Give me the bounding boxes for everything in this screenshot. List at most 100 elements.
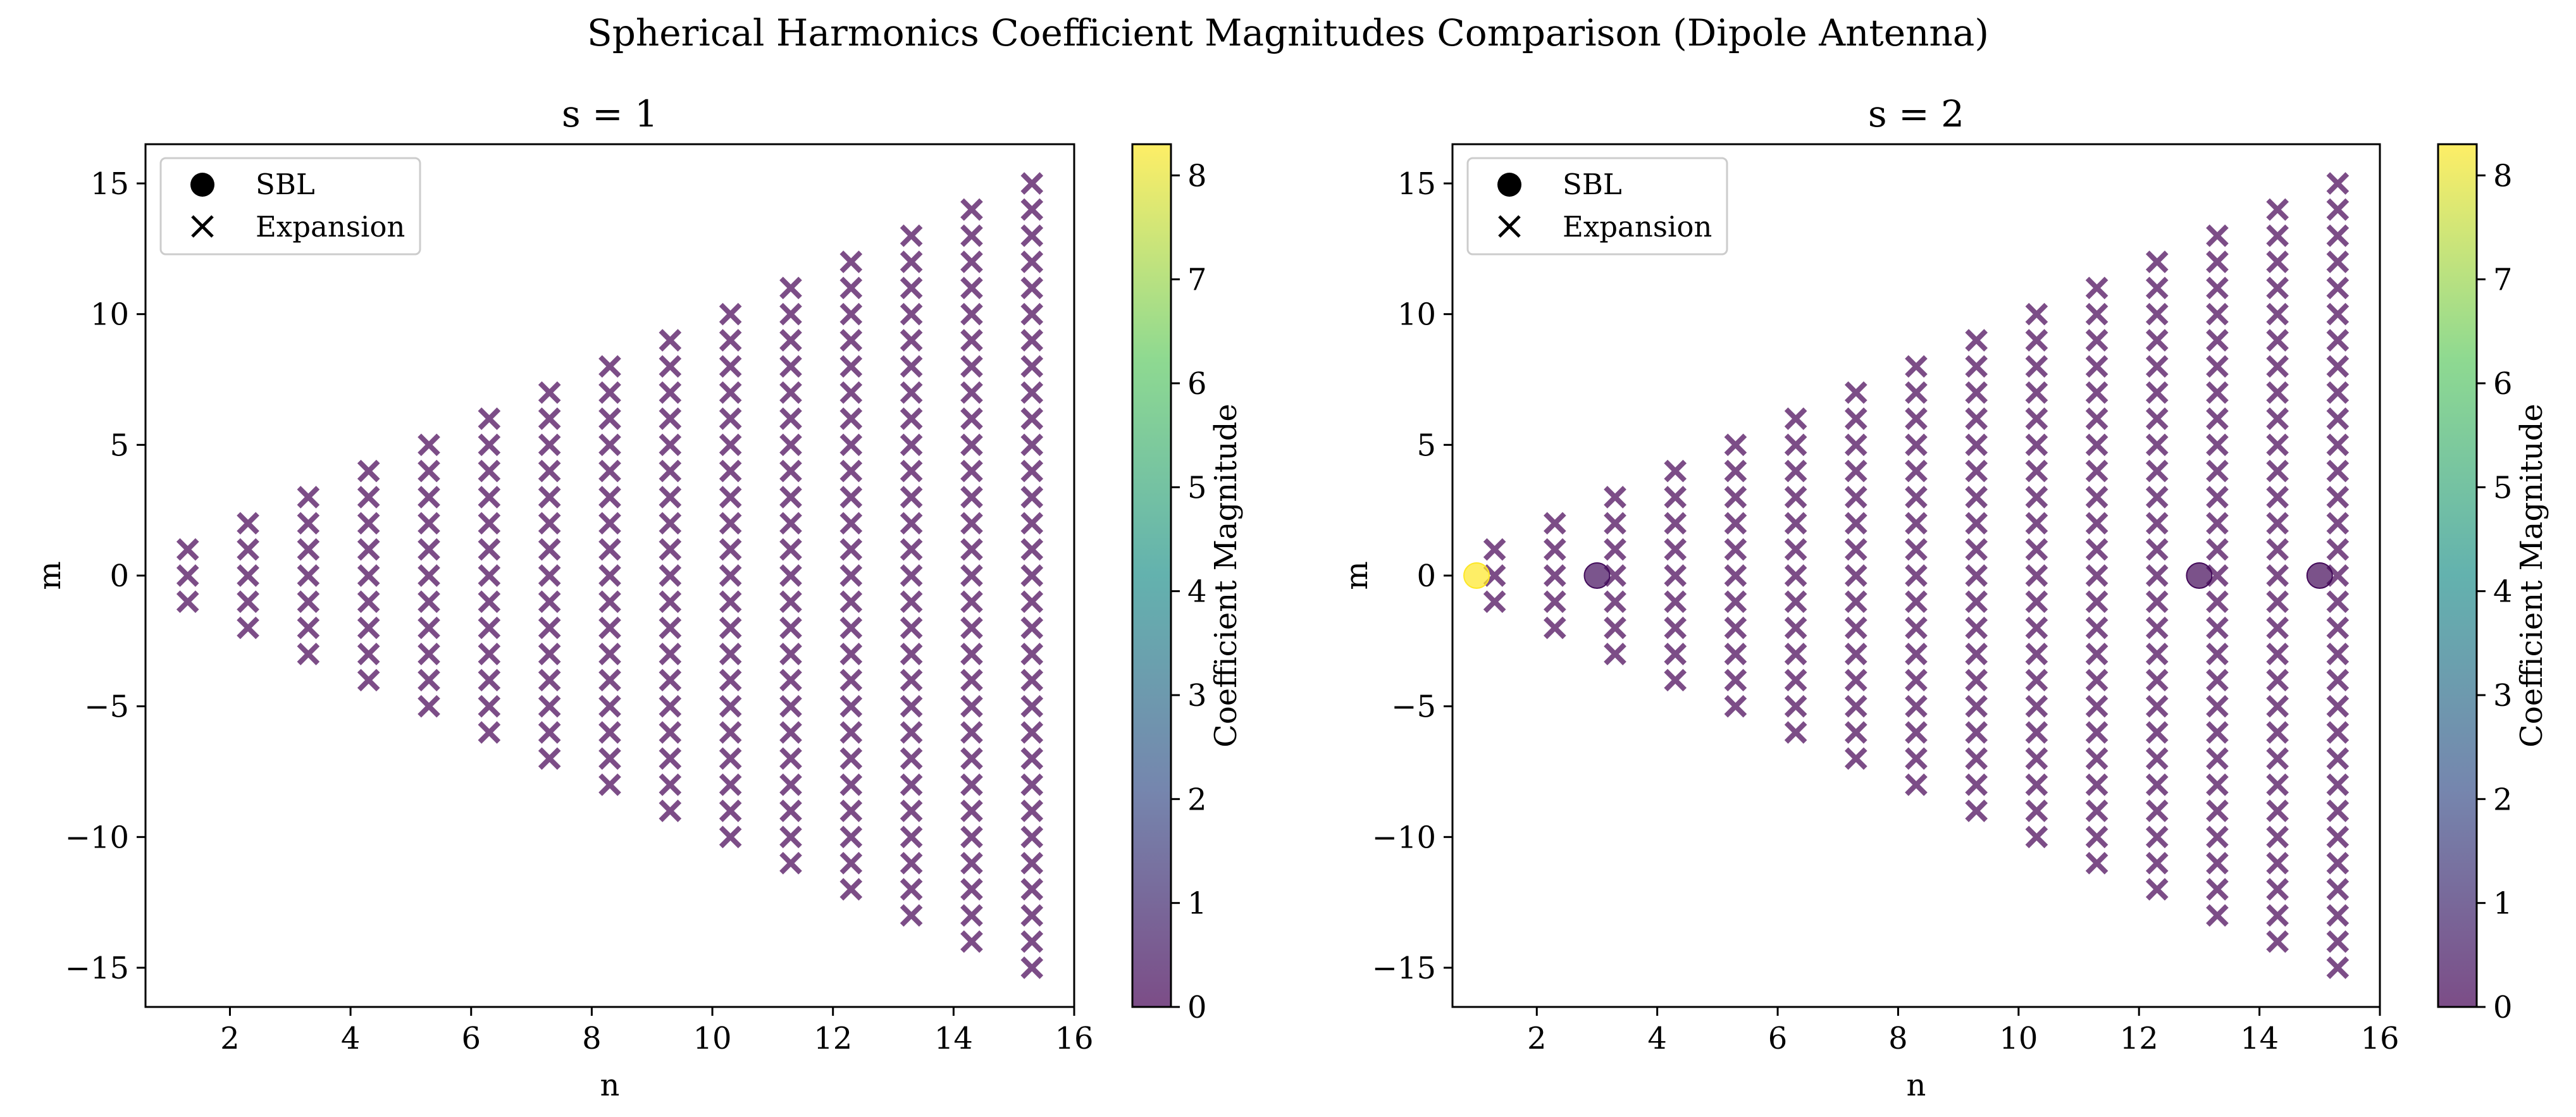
expansion-point xyxy=(960,486,983,509)
expansion-point xyxy=(1724,538,1747,561)
expansion-point xyxy=(1020,538,1044,561)
expansion-point xyxy=(1965,721,1988,744)
expansion-point xyxy=(1020,799,1044,822)
expansion-point xyxy=(2085,825,2108,849)
expansion-point xyxy=(719,355,742,378)
expansion-point xyxy=(598,590,621,614)
expansion-point xyxy=(297,616,320,639)
expansion-point xyxy=(598,721,621,744)
expansion-point xyxy=(598,538,621,561)
expansion-point xyxy=(598,747,621,770)
expansion-point xyxy=(1604,512,1626,535)
y-tick-label: 15 xyxy=(90,166,129,202)
expansion-point xyxy=(719,486,742,509)
expansion-point xyxy=(2326,172,2350,195)
expansion-point xyxy=(2145,694,2169,718)
expansion-point xyxy=(1905,590,1928,614)
expansion-point xyxy=(2206,616,2229,639)
expansion-point xyxy=(2206,512,2229,535)
x-axis-label: n xyxy=(1907,1068,1926,1103)
expansion-point xyxy=(1724,616,1747,639)
expansion-point xyxy=(900,669,923,692)
expansion-point xyxy=(719,799,742,822)
expansion-point xyxy=(2326,799,2350,822)
expansion-point xyxy=(2266,825,2289,849)
expansion-point xyxy=(960,355,983,378)
y-tick-label: 5 xyxy=(1416,428,1436,463)
colorbar-tick-label: 5 xyxy=(1187,470,1207,505)
expansion-point xyxy=(598,486,621,509)
expansion-point xyxy=(960,564,983,587)
expansion-point xyxy=(900,355,923,378)
expansion-point xyxy=(839,355,863,378)
expansion-point xyxy=(1905,512,1928,535)
expansion-point xyxy=(2025,616,2048,639)
expansion-point xyxy=(2145,799,2169,822)
expansion-point xyxy=(960,904,983,927)
expansion-point xyxy=(900,302,923,326)
expansion-point xyxy=(1844,381,1867,404)
expansion-point xyxy=(2145,878,2169,901)
expansion-point xyxy=(2266,486,2289,509)
expansion-point xyxy=(659,669,682,692)
expansion-point xyxy=(960,643,983,665)
expansion-point xyxy=(659,329,682,352)
expansion-point xyxy=(659,381,682,404)
expansion-point xyxy=(538,486,561,509)
expansion-point xyxy=(2085,773,2108,796)
expansion-point xyxy=(1965,590,1988,614)
expansion-point xyxy=(478,721,501,744)
expansion-point xyxy=(2266,851,2289,875)
expansion-point xyxy=(779,773,802,796)
expansion-point xyxy=(960,773,983,796)
expansion-point xyxy=(900,590,923,614)
expansion-point xyxy=(1020,851,1044,875)
expansion-point xyxy=(2206,799,2229,822)
expansion-point xyxy=(960,433,983,457)
expansion-point xyxy=(960,381,983,404)
legend-circle-icon xyxy=(1497,173,1521,197)
expansion-point xyxy=(1020,459,1044,483)
expansion-point xyxy=(1020,564,1044,587)
y-tick-label: −15 xyxy=(65,951,129,986)
x-tick-label: 14 xyxy=(2240,1021,2279,1056)
expansion-point xyxy=(839,643,863,665)
expansion-point xyxy=(1965,643,1988,665)
expansion-point xyxy=(1844,669,1867,692)
expansion-point xyxy=(719,721,742,744)
expansion-point xyxy=(839,564,863,587)
expansion-point xyxy=(1020,956,1044,979)
expansion-point xyxy=(1020,669,1044,692)
expansion-point xyxy=(779,329,802,352)
expansion-point xyxy=(839,694,863,718)
expansion-point xyxy=(2266,433,2289,457)
expansion-point xyxy=(1844,564,1867,587)
expansion-point xyxy=(2206,407,2229,430)
expansion-point xyxy=(2085,538,2108,561)
expansion-point xyxy=(1020,747,1044,770)
expansion-point xyxy=(900,878,923,901)
figure-title: Spherical Harmonics Coefficient Magnitud… xyxy=(587,11,1989,54)
expansion-point xyxy=(2085,564,2108,587)
expansion-point xyxy=(357,669,380,692)
expansion-point xyxy=(2025,694,2048,718)
expansion-point xyxy=(478,694,501,718)
expansion-point xyxy=(478,407,501,430)
colorbar-tick-label: 1 xyxy=(2493,886,2513,922)
expansion-point xyxy=(1020,694,1044,718)
expansion-point xyxy=(478,538,501,561)
expansion-point xyxy=(2326,616,2350,639)
expansion-point xyxy=(2025,302,2048,326)
expansion-point xyxy=(357,564,380,587)
expansion-point xyxy=(900,433,923,457)
expansion-point xyxy=(900,851,923,875)
expansion-point xyxy=(900,721,923,744)
expansion-point xyxy=(779,799,802,822)
expansion-point xyxy=(598,381,621,404)
expansion-point xyxy=(357,616,380,639)
expansion-point xyxy=(900,564,923,587)
expansion-point xyxy=(1020,407,1044,430)
expansion-point xyxy=(719,407,742,430)
legend-box xyxy=(1466,157,1728,256)
